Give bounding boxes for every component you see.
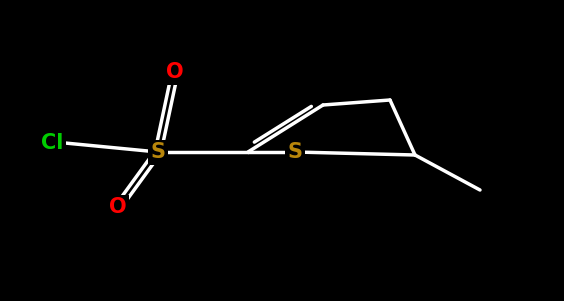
Text: O: O (166, 62, 184, 82)
Text: S: S (288, 142, 302, 162)
Text: S: S (151, 142, 165, 162)
Text: O: O (109, 197, 127, 217)
Text: Cl: Cl (41, 133, 63, 153)
